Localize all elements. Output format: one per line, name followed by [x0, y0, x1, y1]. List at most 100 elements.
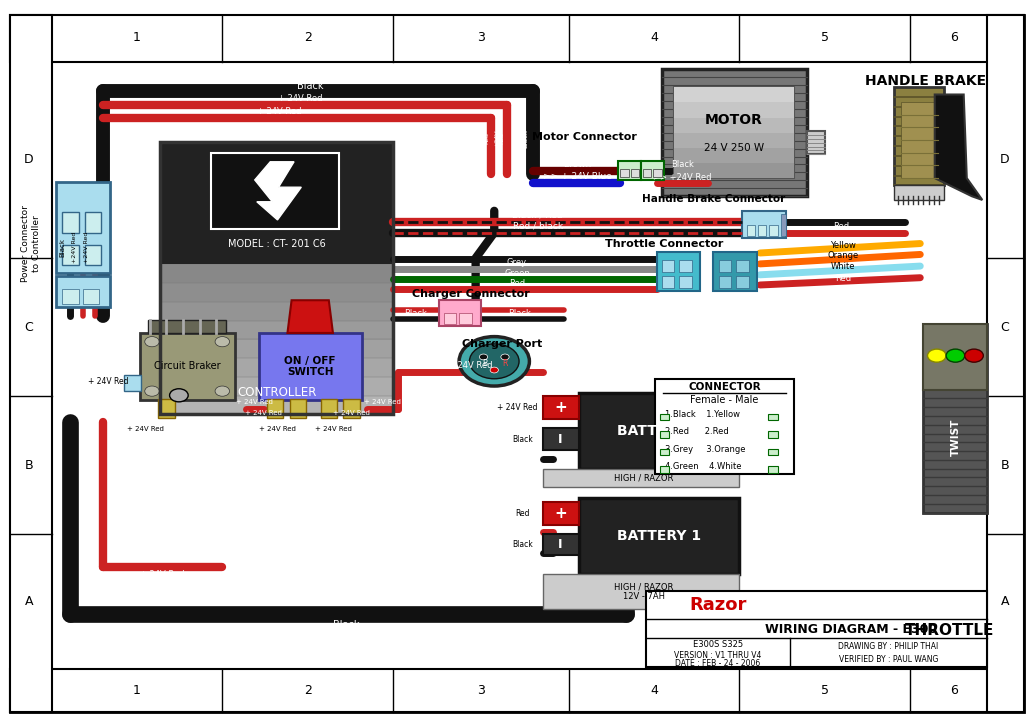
- Text: + 24V Red: + 24V Red: [88, 377, 129, 386]
- Bar: [148, 320, 226, 333]
- Text: VERSION : V1 THRU V4: VERSION : V1 THRU V4: [674, 651, 762, 659]
- Text: +: +: [554, 401, 567, 415]
- Bar: [85, 245, 101, 265]
- Text: +24V Red: +24V Red: [72, 231, 77, 263]
- Bar: [543, 428, 579, 450]
- Text: + 24V Red: + 24V Red: [364, 399, 401, 405]
- Circle shape: [215, 386, 230, 396]
- Bar: [321, 399, 337, 418]
- Text: Black: Black: [512, 435, 533, 443]
- Bar: [987, 15, 1024, 712]
- Text: CONNECTOR: CONNECTOR: [688, 382, 761, 392]
- Text: BATTERY 1: BATTERY 1: [617, 529, 701, 543]
- Circle shape: [459, 337, 529, 386]
- Text: 6: 6: [950, 31, 957, 44]
- Circle shape: [965, 349, 983, 362]
- Bar: [736, 260, 749, 272]
- Text: 4: 4: [650, 684, 658, 697]
- Text: R: R: [501, 359, 508, 368]
- Bar: [768, 466, 778, 473]
- Text: HIGH / RAZOR: HIGH / RAZOR: [614, 473, 673, 482]
- Text: I: I: [558, 433, 562, 446]
- Bar: [62, 212, 79, 233]
- Bar: [543, 396, 579, 419]
- Text: Black: Black: [671, 160, 694, 169]
- Text: Orange: Orange: [827, 252, 858, 260]
- Bar: [646, 591, 987, 667]
- Bar: [56, 276, 110, 307]
- Bar: [807, 132, 825, 154]
- Bar: [781, 214, 786, 236]
- Bar: [343, 399, 360, 418]
- Bar: [901, 102, 938, 178]
- Text: Red: Red: [509, 279, 525, 288]
- Text: + 24V Red: + 24V Red: [140, 570, 185, 579]
- Bar: [579, 393, 739, 469]
- Text: Red: Red: [515, 509, 529, 518]
- Text: 24 V 250 W: 24 V 250 W: [704, 143, 764, 153]
- Bar: [719, 260, 731, 272]
- Text: + 24V Red: + 24V Red: [245, 410, 282, 416]
- Text: ON / OFF
SWITCH: ON / OFF SWITCH: [284, 356, 336, 377]
- Text: Black: Black: [404, 309, 427, 318]
- Bar: [543, 469, 739, 487]
- Text: 2: 2: [304, 684, 311, 697]
- Circle shape: [145, 337, 159, 347]
- Text: MODEL : CT- 201 C6: MODEL : CT- 201 C6: [227, 239, 326, 249]
- Text: + 24V Red: + 24V Red: [496, 403, 538, 412]
- Bar: [768, 449, 778, 455]
- Bar: [679, 276, 692, 288]
- Bar: [56, 182, 110, 273]
- Circle shape: [500, 354, 509, 360]
- Text: TWIST: TWIST: [950, 418, 961, 456]
- Bar: [10, 669, 1024, 712]
- Bar: [543, 534, 579, 555]
- Text: 3.Grey     3.Orange: 3.Grey 3.Orange: [665, 445, 746, 454]
- Bar: [62, 289, 79, 304]
- Bar: [543, 574, 739, 609]
- Text: 5: 5: [821, 31, 828, 44]
- Bar: [62, 245, 79, 265]
- Text: B: B: [1001, 459, 1009, 472]
- Bar: [768, 431, 778, 438]
- Text: Charger Connector: Charger Connector: [412, 289, 529, 299]
- Bar: [655, 379, 794, 474]
- Bar: [160, 395, 393, 414]
- Bar: [674, 163, 794, 178]
- Bar: [660, 466, 669, 473]
- Text: Charger Port: Charger Port: [462, 339, 543, 349]
- Text: 1.Black    1.Yellow: 1.Black 1.Yellow: [665, 410, 740, 419]
- Text: Power Connector
to Controller: Power Connector to Controller: [22, 205, 40, 282]
- Text: Motor Connector: Motor Connector: [531, 132, 637, 142]
- Bar: [160, 142, 393, 265]
- Bar: [674, 132, 794, 148]
- Text: MOTOR: MOTOR: [705, 113, 763, 127]
- Bar: [758, 225, 766, 236]
- Text: Handle Brake Connector: Handle Brake Connector: [642, 194, 785, 204]
- Text: B: B: [483, 359, 487, 368]
- Text: D: D: [24, 153, 34, 166]
- Text: Black: Black: [333, 620, 360, 630]
- Text: Female - Male: Female - Male: [690, 395, 759, 405]
- Bar: [641, 161, 664, 180]
- Bar: [212, 153, 339, 229]
- Text: BATTERY 2: BATTERY 2: [617, 424, 701, 438]
- Text: Red / black: Red / black: [513, 222, 562, 230]
- Text: 1: 1: [133, 684, 141, 697]
- Bar: [160, 358, 393, 377]
- Text: DRAWING BY : PHILIP THAI: DRAWING BY : PHILIP THAI: [839, 641, 939, 651]
- Bar: [290, 399, 306, 418]
- Bar: [923, 324, 987, 390]
- Text: Green: Green: [505, 269, 529, 278]
- Bar: [643, 169, 651, 177]
- Bar: [618, 161, 641, 180]
- Polygon shape: [254, 161, 301, 220]
- Text: CONTROLLER: CONTROLLER: [237, 386, 316, 399]
- Bar: [10, 15, 1024, 62]
- Bar: [10, 15, 52, 712]
- Bar: [674, 118, 794, 132]
- Text: 3: 3: [477, 684, 485, 697]
- Text: HIGH / RAZOR
12V - 7AH: HIGH / RAZOR 12V - 7AH: [614, 582, 673, 601]
- Text: + 24V Red: + 24V Red: [314, 426, 352, 432]
- Text: + 24V Red: + 24V Red: [256, 107, 302, 116]
